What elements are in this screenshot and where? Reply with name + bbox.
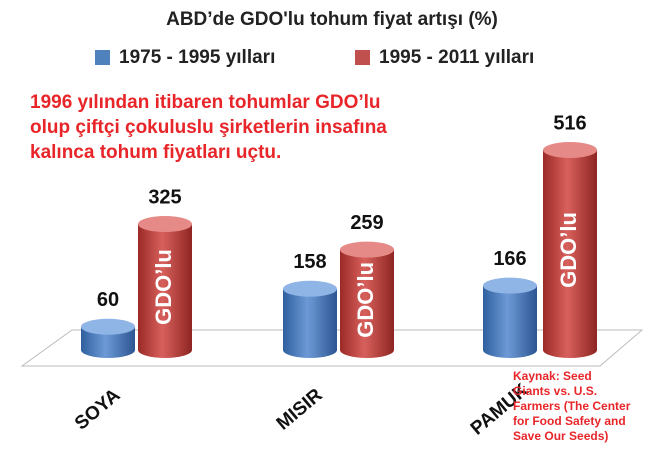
bar [138, 224, 192, 350]
legend-swatch [355, 50, 370, 65]
data-label: 259 [350, 212, 383, 234]
annotation: 1996 yılından itibaren tohumlar GDO’lu [30, 92, 381, 113]
bar [283, 288, 337, 350]
data-label: 158 [293, 251, 326, 273]
data-label: 60 [97, 289, 119, 311]
bar-top [81, 318, 135, 335]
bar [543, 150, 597, 350]
x-tick-label: SOYA [71, 385, 125, 435]
bar-annotation: GDO’lu [353, 262, 378, 338]
source-note: Save Our Seeds) [513, 429, 608, 443]
bar-annotation: GDO’lu [151, 249, 176, 325]
chart-title: ABD’de GDO'lu tohum fiyat artışı (%) [166, 9, 498, 30]
annotation: olup çiftçi çokuluslu şirketlerin insafı… [30, 117, 387, 138]
annotation: kalınca tohum fiyatları uçtu. [30, 142, 281, 163]
legend-label: 1975 - 1995 yılları [119, 47, 275, 68]
data-label: 516 [553, 112, 586, 134]
legend-label: 1995 - 2011 yılları [379, 47, 534, 68]
data-label: 325 [148, 186, 181, 208]
bar-top [138, 216, 192, 233]
bar-top [483, 277, 537, 294]
legend-swatch [95, 50, 110, 65]
bar [483, 285, 537, 350]
bar-annotation: GDO’lu [556, 212, 581, 288]
source-note: Farmers (The Center [513, 399, 631, 413]
source-note: Kaynak: Seed [513, 369, 592, 383]
bar-top [340, 241, 394, 258]
bar [340, 249, 394, 350]
data-label: 166 [493, 248, 526, 270]
source-note: for Food Safety and [513, 414, 626, 428]
x-tick-label: MISIR [273, 384, 327, 434]
bar-top [543, 142, 597, 158]
source-note: Giants vs. U.S. [513, 384, 597, 398]
bar-top [283, 280, 337, 297]
